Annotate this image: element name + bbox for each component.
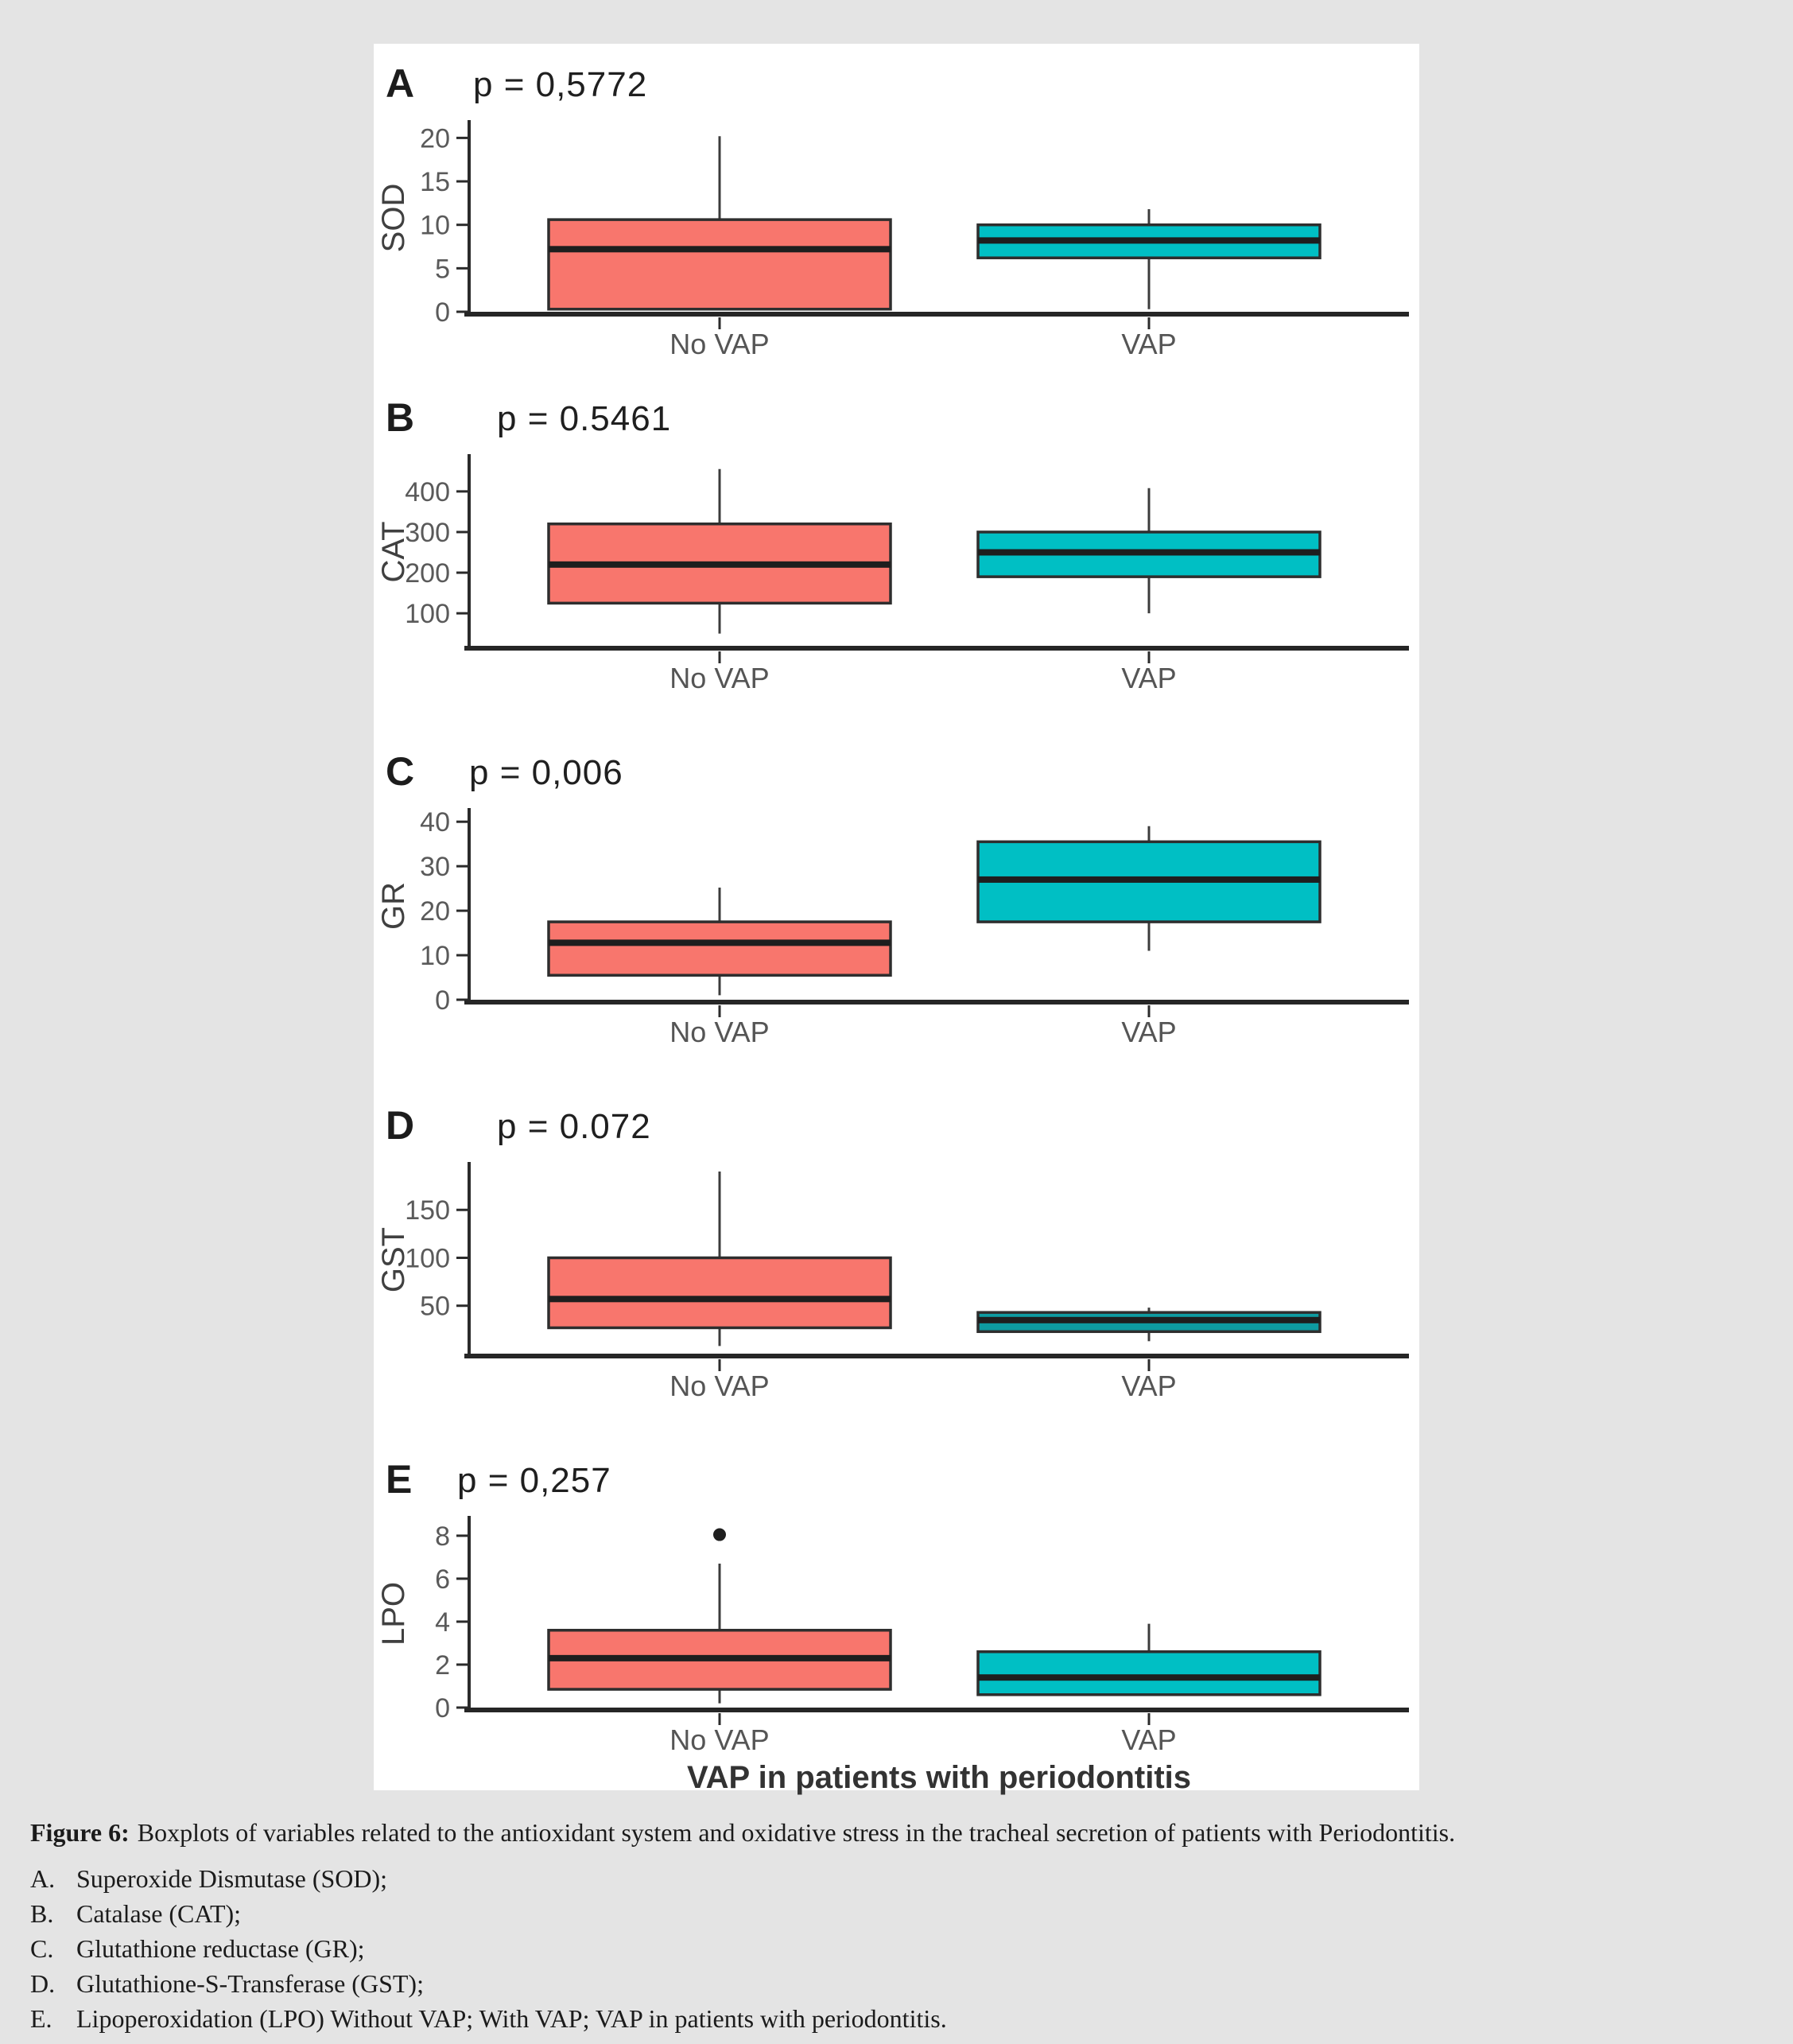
boxplot-no-vap-median-line: [549, 1654, 891, 1661]
panel-letter: A: [386, 61, 415, 106]
boxplot-no-vap-median-line: [549, 939, 891, 946]
y-tick-label: 0: [435, 297, 450, 328]
x-category-label: VAP: [1121, 328, 1176, 360]
x-category-label: VAP: [1121, 662, 1176, 694]
boxplot-chart-c: GR 0 10 20 30 40 No VAP VAP: [376, 807, 1409, 1048]
x-category-label: No VAP: [669, 328, 769, 360]
y-axis-label: SOD: [376, 184, 411, 253]
y-tick-label: 20: [420, 896, 450, 927]
panel-letter: E: [386, 1457, 413, 1502]
p-value-label: p = 0,257: [457, 1461, 611, 1500]
x-category-label: VAP: [1121, 1723, 1176, 1756]
y-tick-label: 100: [405, 1243, 450, 1273]
legend-item-text: Glutathione reductase (GR);: [76, 1934, 365, 1963]
boxplot-no-vap-median-line: [549, 1296, 891, 1303]
panel-letter: C: [386, 749, 415, 794]
boxplot-vap-median-line: [978, 1316, 1320, 1323]
legend-item: C. Glutathione reductase (GR);: [30, 1931, 1772, 1966]
panel-letter: D: [386, 1103, 415, 1148]
y-tick-label: 6: [435, 1564, 450, 1595]
y-tick-label: 15: [420, 167, 450, 197]
legend-item-text: Lipoperoxidation (LPO) Without VAP; With…: [76, 2004, 947, 2033]
boxplot-no-vap-median-line: [549, 246, 891, 253]
p-value-label: p = 0,006: [469, 753, 623, 792]
boxplot-no-vap-box: [547, 920, 892, 977]
boxplot-vap-median-line: [978, 876, 1320, 883]
y-tick-label: 300: [405, 518, 450, 548]
y-axis-label: GR: [376, 882, 411, 930]
boxplot-vap-median-line: [978, 237, 1320, 244]
y-tick-label: 100: [405, 599, 450, 629]
boxplot-vap-median-line: [978, 1674, 1320, 1681]
x-category-label: VAP: [1121, 1016, 1176, 1048]
y-tick-label: 4: [435, 1607, 450, 1638]
legend-item-text: Superoxide Dismutase (SOD);: [76, 1864, 388, 1893]
caption-text: Boxplots of variables related to the ant…: [137, 1818, 1456, 1847]
y-tick-label: 30: [420, 852, 450, 882]
x-category-label: No VAP: [669, 1723, 769, 1756]
boxplot-no-vap-box: [547, 218, 892, 311]
boxplot-chart-e: LPO 0 2 4 6 8 No VAP VAP VAP in patients with pe…: [376, 1516, 1409, 1795]
y-tick-label: 10: [420, 941, 450, 971]
boxplot-no-vap-box: [547, 1256, 892, 1330]
boxplot-chart-b: CAT 100 200 300 400 No VAP VAP: [376, 454, 1409, 694]
y-tick-label: 150: [405, 1195, 450, 1226]
x-category-label: No VAP: [669, 1370, 769, 1402]
legend-item: B. Catalase (CAT);: [30, 1896, 1772, 1931]
y-tick-label: 400: [405, 477, 450, 507]
y-tick-label: 5: [435, 254, 450, 284]
panel-letter: B: [386, 395, 415, 440]
y-axis-label: CAT: [376, 521, 411, 582]
y-tick-label: 0: [435, 1693, 450, 1723]
boxplot-no-vap-median-line: [549, 561, 891, 568]
y-tick-label: 200: [405, 558, 450, 589]
p-value-label: p = 0.5461: [497, 399, 672, 438]
legend-item-letter: C.: [30, 1934, 54, 1963]
x-category-label: No VAP: [669, 662, 769, 694]
legend-item: E. Lipoperoxidation (LPO) Without VAP; W…: [30, 2001, 1772, 2036]
y-axis-label: GST: [376, 1227, 411, 1292]
y-tick-label: 8: [435, 1521, 450, 1552]
p-value-label: p = 0,5772: [473, 65, 648, 104]
p-value-label: p = 0.072: [497, 1107, 651, 1146]
legend-item: A. Superoxide Dismutase (SOD);: [30, 1861, 1772, 1896]
figure-caption: Figure 6: Boxplots of variables related t…: [30, 1815, 1772, 2036]
boxplot-vap-box: [976, 1650, 1321, 1696]
y-tick-label: 20: [420, 123, 450, 153]
legend-item-letter: E.: [30, 2004, 52, 2033]
legend-item-letter: D.: [30, 1969, 56, 1998]
caption-label: Figure 6:: [30, 1818, 130, 1847]
y-tick-label: 40: [420, 807, 450, 837]
boxplot-chart-a: SOD 0 5 10 15 20 No VAP VAP: [376, 120, 1409, 360]
y-tick-label: 2: [435, 1650, 450, 1681]
boxplot-no-vap-outlier-point: [713, 1528, 726, 1541]
y-tick-label: 0: [435, 985, 450, 1016]
legend-item: D. Glutathione-S-Transferase (GST);: [30, 1966, 1772, 2001]
boxplot-vap-median-line: [978, 549, 1320, 556]
legend-item-text: Glutathione-S-Transferase (GST);: [76, 1969, 424, 1998]
y-tick-label: 10: [420, 211, 450, 241]
legend-item-letter: A.: [30, 1864, 56, 1893]
x-category-label: VAP: [1121, 1370, 1176, 1402]
legend-item-text: Catalase (CAT);: [76, 1899, 242, 1928]
caption-line: Figure 6: Boxplots of variables related t…: [30, 1815, 1772, 1850]
boxplot-chart-d: GST 50 100 150 No VAP VAP: [376, 1162, 1409, 1402]
legend-item-letter: B.: [30, 1899, 54, 1928]
y-tick-label: 50: [420, 1292, 450, 1322]
x-axis-title: VAP in patients with periodontitis: [687, 1760, 1191, 1795]
x-category-label: No VAP: [669, 1016, 769, 1048]
y-axis-label: LPO: [376, 1582, 411, 1646]
